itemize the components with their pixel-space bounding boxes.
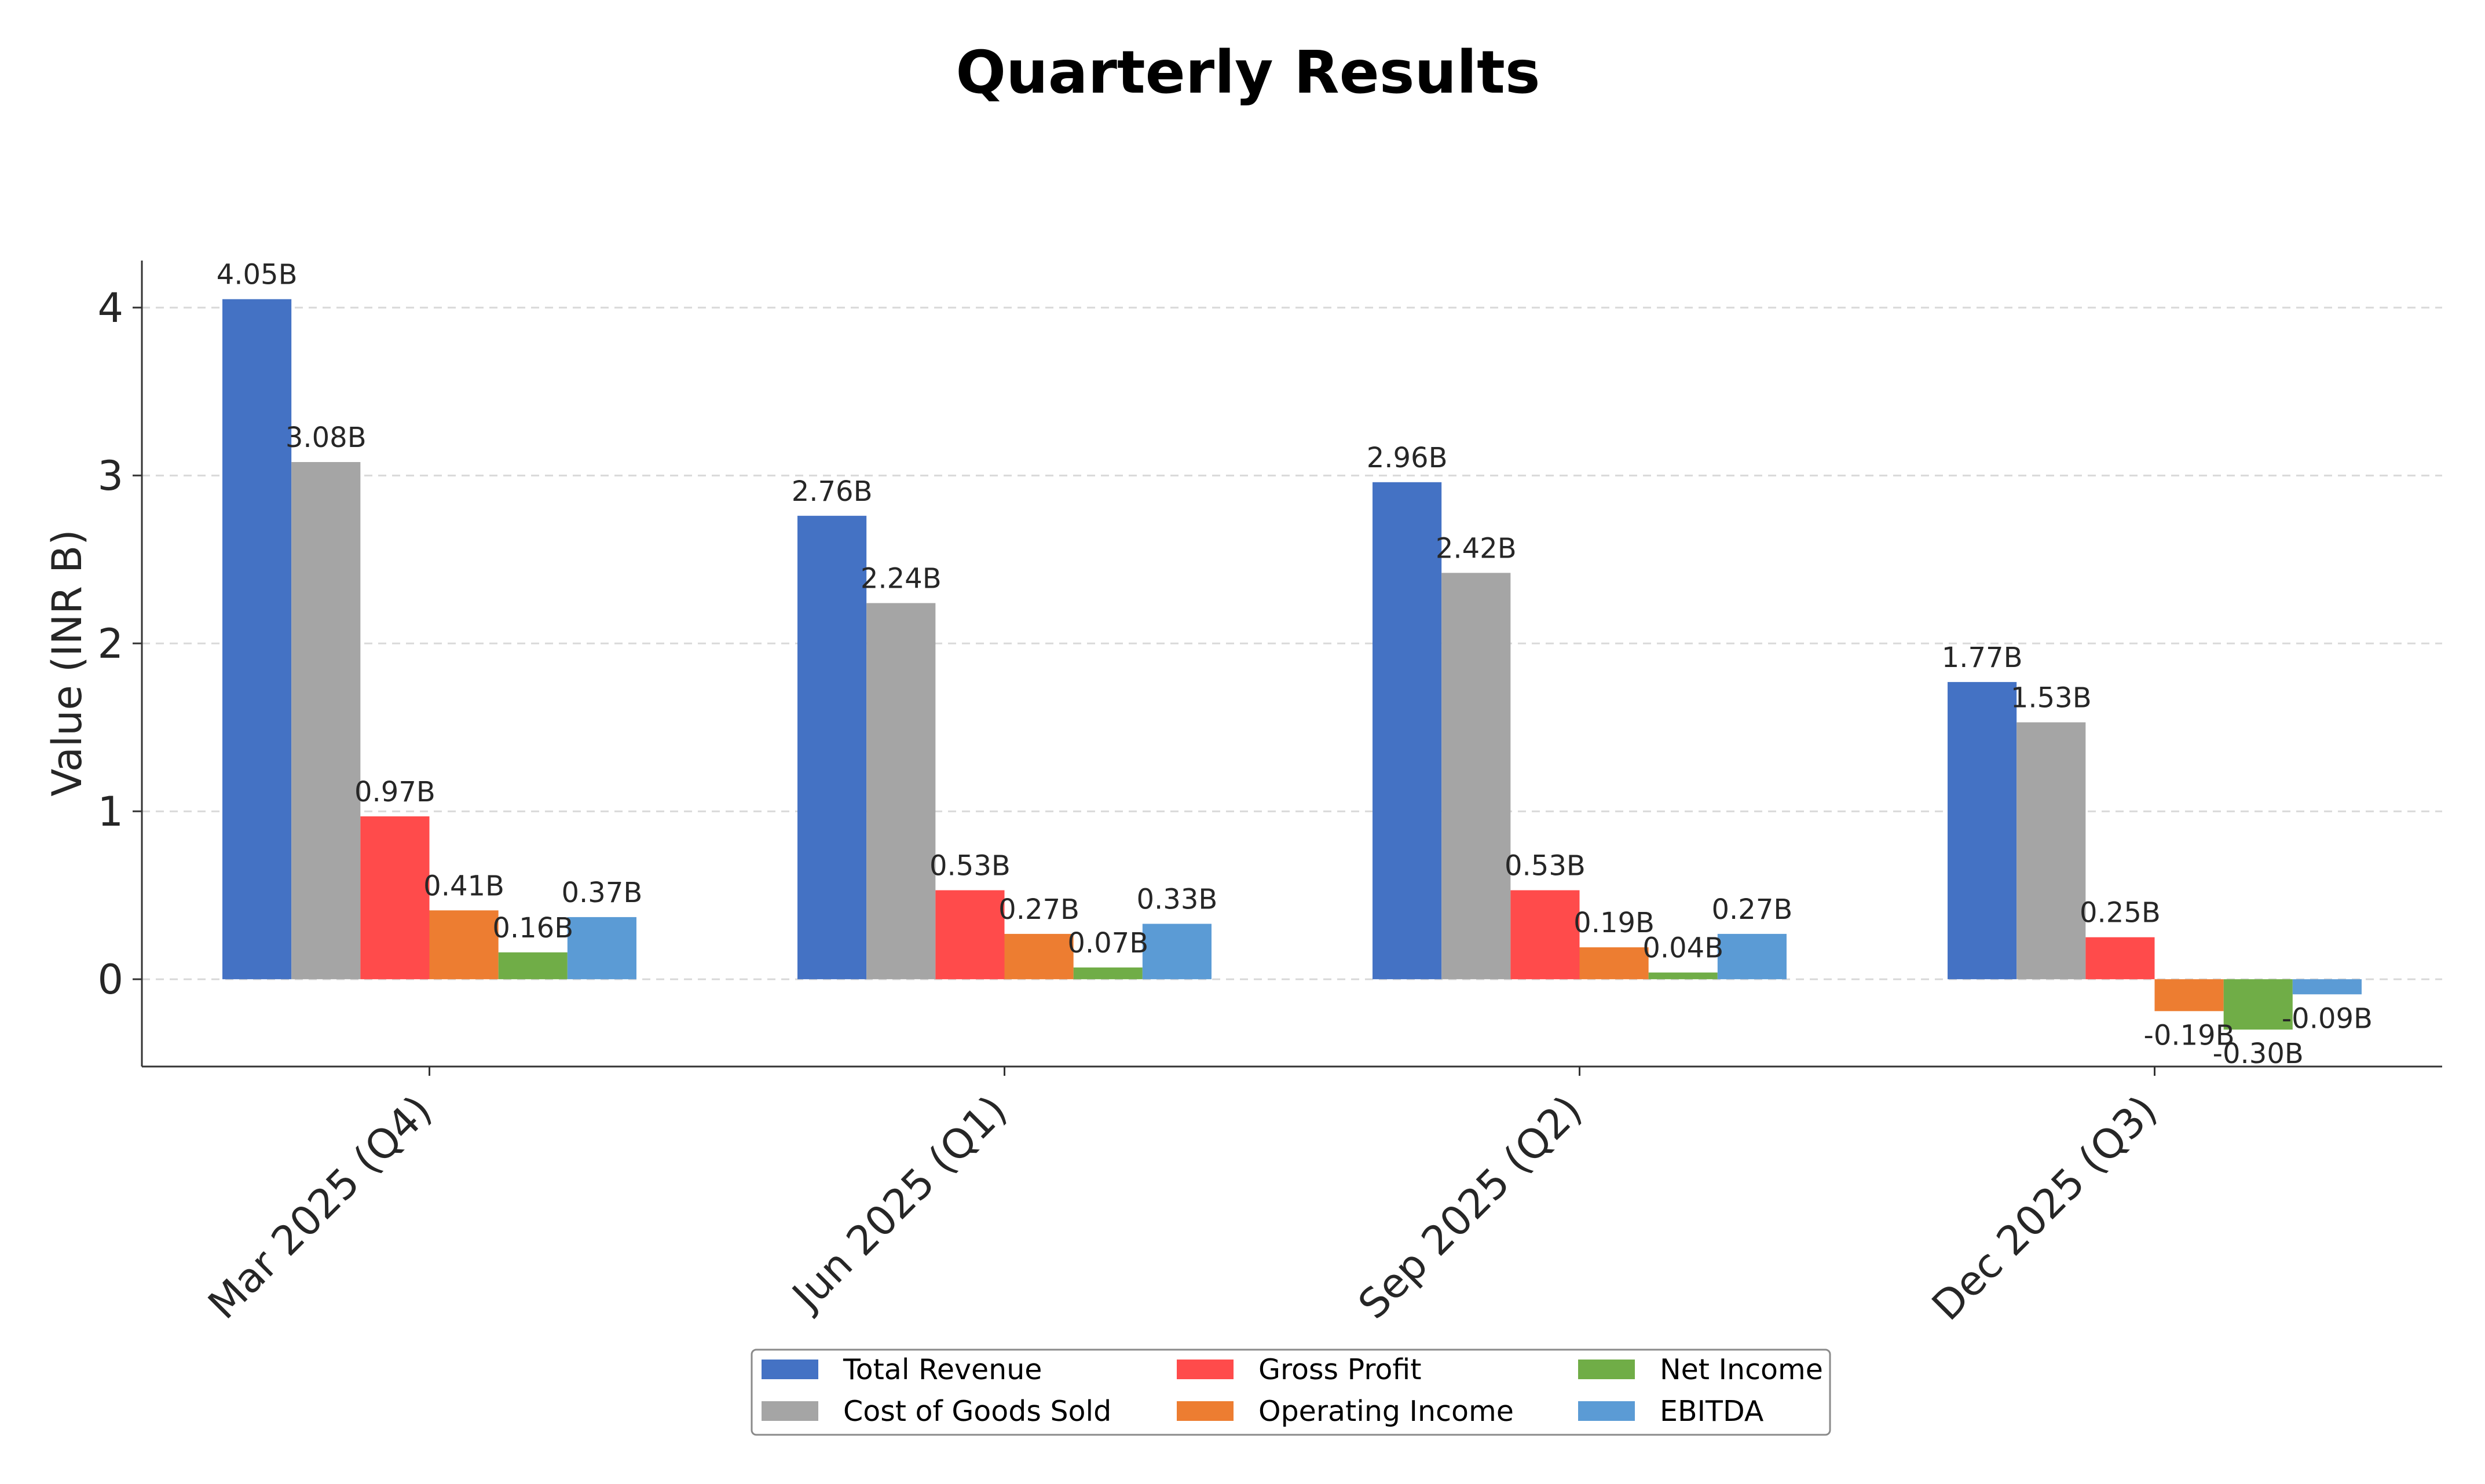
data-label: 0.37B [561,877,642,909]
bar-cost-of-goods-sold [866,603,936,980]
bar-gross-profit [360,816,430,980]
bar-total-revenue [1948,681,2017,980]
data-label: 0.27B [998,893,1079,926]
y-tick-label: 3 [97,452,123,500]
data-label: 0.27B [1711,893,1792,926]
data-label: 3.08B [286,422,367,454]
bar-total-revenue [1373,482,1442,980]
legend-swatch-total-revenue [762,1360,818,1379]
data-label: 2.96B [1367,442,1448,474]
bar-gross-profit [2085,937,2155,980]
bar-operating-income [2154,979,2224,1012]
bar-operating-income [1579,947,1649,980]
bar-ebitda [1717,933,1787,980]
bar-gross-profit [935,890,1005,980]
bar-cost-of-goods-sold [1441,573,1511,980]
legend-label-ebitda: EBITDA [1660,1395,1764,1428]
data-label: -0.30B [2213,1038,2304,1070]
x-tick-label: Jun 2025 (Q1) [782,1086,1016,1321]
data-label: 0.25B [2080,897,2161,929]
bar-operating-income [1004,933,1074,980]
legend-label-operating-income: Operating Income [1258,1395,1514,1428]
data-label: 0.97B [354,776,435,808]
data-label: 0.53B [1505,850,1586,882]
bar-cost-of-goods-sold [2016,722,2086,980]
bar-net-income [1073,967,1143,980]
legend-swatch-operating-income [1177,1401,1234,1421]
data-label: 0.04B [1642,932,1723,965]
data-label: 2.24B [861,563,942,595]
data-label: 0.19B [1573,907,1655,939]
x-tick-label: Mar 2025 (Q4) [199,1086,441,1328]
bar-cost-of-goods-sold [291,462,361,980]
bars [222,299,2362,1030]
data-label: 1.53B [2011,682,2092,714]
legend-label-gross-profit: Gross Profit [1258,1353,1421,1386]
data-label: 0.07B [1067,927,1148,959]
legend-swatch-gross-profit [1177,1360,1234,1379]
bar-operating-income [429,910,499,980]
bar-gross-profit [1510,890,1580,980]
y-tick-label: 0 [97,956,123,1003]
data-label: 0.53B [929,850,1011,882]
legend-swatch-cost-of-goods-sold [762,1401,818,1421]
x-tick-label: Dec 2025 (Q3) [1923,1086,2166,1329]
data-label: -0.09B [2282,1002,2373,1035]
legend-swatch-ebitda [1578,1401,1635,1421]
y-axis-label: Value (INR B) [43,529,91,796]
bar-net-income [1648,972,1718,980]
legend-label-total-revenue: Total Revenue [843,1353,1042,1386]
bar-ebitda [1142,924,1212,980]
bar-ebitda [567,917,636,980]
bar-total-revenue [797,515,867,980]
y-tick-label: 4 [97,284,123,332]
data-label: 2.76B [792,475,873,508]
chart-title: Quarterly Results [956,38,1540,107]
legend-box [751,1349,1831,1436]
axes: 0 1 2 3 4 Mar 2025 (Q4) Jun 2025 (Q1) Sep 2025 … [97,261,2442,1329]
data-label: 4.05B [217,259,298,291]
data-label: 1.77B [1942,642,2023,674]
legend-label-net-income: Net Income [1660,1353,1823,1386]
bar-total-revenue [222,299,292,980]
legend: Total Revenue Cost of Goods Sold Gross Pro… [751,1349,1831,1436]
legend-label-cost-of-goods-sold: Cost of Goods Sold [843,1395,1111,1428]
data-label: 2.42B [1436,532,1517,565]
data-label: 0.41B [423,870,504,902]
legend-swatch-net-income [1578,1360,1635,1379]
data-label: -0.19B [2144,1019,2235,1051]
x-tick-label: Sep 2025 (Q2) [1349,1086,1591,1328]
data-label: 0.16B [492,912,573,944]
data-label: 0.33B [1136,884,1217,916]
y-tick-label: 1 [97,788,123,836]
bar-net-income [498,952,568,980]
bar-ebitda [2292,979,2362,995]
y-tick-label: 2 [97,620,123,668]
bar-net-income [2223,979,2293,1030]
